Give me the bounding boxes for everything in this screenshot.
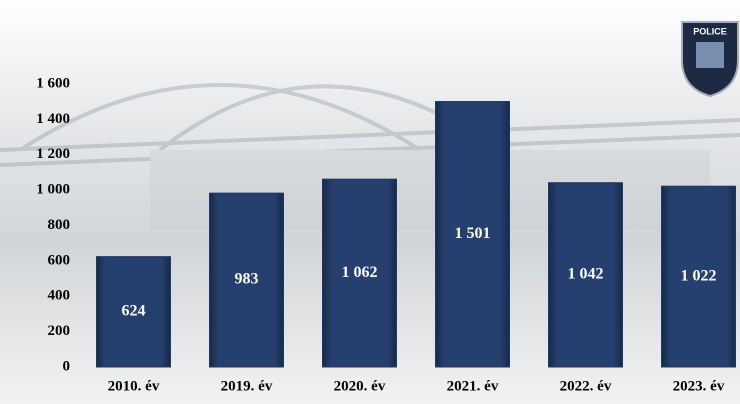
bar — [322, 178, 397, 368]
y-tick-label: 1 000 — [36, 182, 70, 198]
y-tick-label: 0 — [63, 358, 71, 374]
y-tick-label: 600 — [48, 252, 71, 268]
bar — [661, 185, 736, 368]
x-tick-label: 2019. év — [221, 378, 273, 394]
x-tick-label: 2023. év — [673, 378, 725, 394]
y-tick-label: 1 200 — [36, 146, 70, 162]
x-tick-label: 2010. év — [108, 378, 160, 394]
y-tick-label: 400 — [48, 288, 71, 304]
bar — [435, 101, 510, 368]
bar — [96, 256, 171, 368]
value-label: 624 — [122, 302, 146, 319]
police-badge: POLICE — [681, 21, 739, 98]
x-tick-label: 2021. év — [447, 378, 499, 394]
bar — [548, 182, 623, 368]
y-tick-label: 1 600 — [36, 75, 70, 91]
value-label: 1 042 — [568, 266, 604, 283]
bar — [209, 192, 284, 368]
value-label: 1 501 — [455, 225, 491, 242]
value-label: 983 — [235, 271, 259, 288]
x-tick-label: 2022. év — [560, 378, 612, 394]
y-tick-label: 1 400 — [36, 111, 70, 127]
value-label: 1 022 — [681, 267, 717, 284]
value-label: 1 062 — [342, 264, 378, 281]
y-tick-label: 800 — [48, 217, 71, 233]
y-tick-label: 200 — [48, 323, 71, 339]
x-tick-label: 2020. év — [334, 378, 386, 394]
badge-text: POLICE — [693, 26, 727, 36]
